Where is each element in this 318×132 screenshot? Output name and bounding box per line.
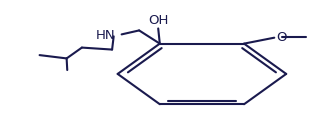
Text: O: O (276, 30, 287, 44)
Text: OH: OH (148, 14, 169, 27)
Text: HN: HN (96, 29, 115, 42)
